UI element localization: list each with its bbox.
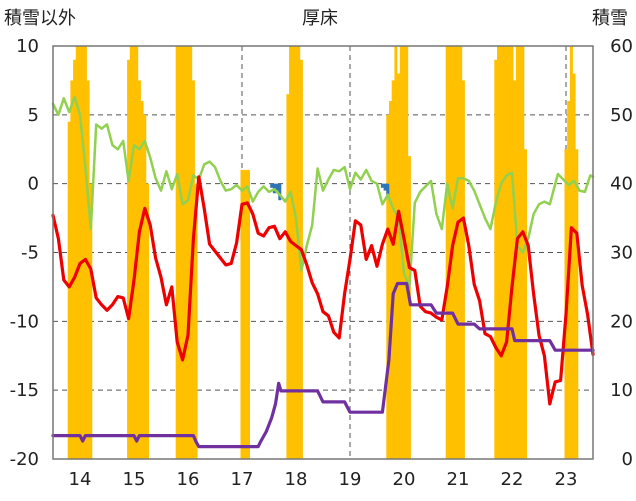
x-tick-label: 14: [69, 469, 92, 490]
snow-bar: [445, 46, 449, 459]
right-tick-label: 60: [610, 36, 633, 57]
snow-bar: [448, 46, 452, 459]
snow-bar: [175, 46, 179, 459]
snow-bar: [507, 46, 511, 459]
snow-bar: [524, 149, 527, 459]
x-tick-label: 19: [339, 469, 362, 490]
x-tick-label: 23: [555, 469, 578, 490]
snow-bar: [494, 59, 498, 460]
snow-bar: [243, 169, 247, 459]
snow-bar: [402, 46, 406, 459]
snow-bar: [502, 46, 506, 459]
snow-bar: [129, 46, 133, 459]
snow-bar: [291, 46, 295, 459]
snow-bar: [70, 80, 74, 460]
snow-bar: [575, 149, 579, 459]
snow-bar: [181, 46, 185, 459]
blue-bar: [275, 183, 279, 191]
left-tick-label: -5: [21, 243, 39, 264]
snow-bar: [391, 80, 395, 460]
snow-bar: [73, 59, 77, 460]
red-series-line: [51, 175, 595, 406]
snow-bar: [137, 80, 141, 460]
snow-bar: [183, 46, 187, 459]
left-tick-label: -15: [10, 380, 39, 401]
x-tick-label: 21: [447, 469, 470, 490]
snow-bar: [389, 101, 392, 460]
snow-bar: [240, 169, 244, 459]
right-axis-label: 積雪: [592, 8, 628, 29]
blue-bar: [380, 183, 384, 188]
x-tick-label: 20: [393, 469, 416, 490]
right-tick-label: 40: [610, 174, 633, 195]
snow-bar: [394, 46, 398, 459]
blue-bar: [278, 183, 282, 201]
snow-bar: [78, 46, 82, 459]
blue-bar: [383, 183, 387, 191]
left-tick-label: 5: [28, 105, 39, 126]
snow-bar: [459, 46, 463, 459]
x-tick-label: 22: [501, 469, 524, 490]
green-series-line: [51, 95, 595, 289]
snow-bar: [499, 46, 503, 459]
right-tick-label: 0: [622, 449, 633, 470]
snow-bar: [186, 46, 190, 459]
snow-bar: [191, 80, 195, 460]
left-tick-label: 10: [16, 36, 39, 57]
snow-bar: [453, 46, 457, 459]
left-tick-label: -10: [10, 311, 39, 332]
snow-bar: [89, 183, 93, 459]
chart-title: 厚床: [302, 8, 338, 29]
snow-bar: [386, 114, 390, 459]
right-tick-label: 20: [610, 311, 633, 332]
purple-series-line: [51, 281, 595, 449]
snow-bar: [81, 46, 85, 459]
right-tick-label: 30: [610, 243, 633, 264]
snow-bar: [127, 59, 131, 460]
snow-bar: [286, 94, 290, 459]
snow-bar: [572, 73, 576, 460]
snow-bar: [189, 46, 193, 459]
snow-bar: [461, 80, 465, 460]
blue-bar: [270, 183, 274, 188]
snow-bar: [143, 114, 147, 459]
plot-frame: [52, 45, 594, 460]
snow-bar: [246, 169, 250, 459]
snow-bar: [83, 46, 87, 459]
x-tick-label: 17: [231, 469, 254, 490]
right-tick-label: 10: [610, 380, 633, 401]
snow-bar: [456, 46, 460, 459]
right-tick-label: 50: [610, 105, 633, 126]
snow-bar: [86, 80, 90, 460]
left-axis-label: 積雪以外: [4, 8, 76, 29]
series-lines: [51, 95, 595, 449]
snow-bar: [294, 46, 298, 459]
left-tick-label: -20: [10, 449, 39, 470]
snow-bar: [132, 46, 136, 459]
snow-bar: [146, 183, 149, 459]
x-tick-label: 18: [285, 469, 308, 490]
snow-bar: [497, 46, 500, 459]
snow-bar: [510, 46, 514, 459]
snow-bar: [194, 183, 198, 459]
snow-bar: [178, 46, 182, 459]
x-tick-label: 15: [123, 469, 146, 490]
left-tick-label: 0: [28, 174, 39, 195]
blue-bar: [386, 183, 390, 195]
snow-bar: [289, 46, 293, 459]
x-tick-label: 16: [177, 469, 200, 490]
snow-bar: [518, 46, 522, 459]
snow-bar: [397, 73, 401, 460]
snow-bar: [140, 101, 144, 460]
snow-bar: [505, 46, 509, 459]
snow-bar: [67, 121, 71, 459]
snow-bar: [75, 46, 79, 459]
snow-bar: [407, 156, 411, 459]
